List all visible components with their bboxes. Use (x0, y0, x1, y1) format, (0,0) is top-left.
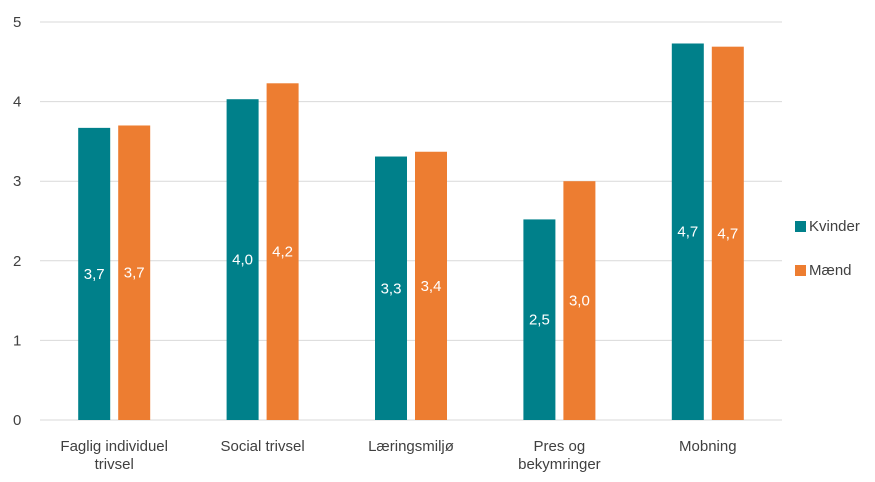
bar (415, 151, 447, 421)
y-axis-ticks: 0 1 2 3 4 5 (13, 14, 21, 429)
bar (118, 125, 151, 420)
y-tick-label: 1 (13, 332, 21, 349)
bar (523, 219, 556, 420)
y-tick-label: 5 (13, 14, 21, 31)
y-tick-label: 3 (13, 173, 21, 190)
data-label: 3,4 (421, 278, 442, 295)
bar (78, 127, 111, 421)
legend-label: Mænd (809, 262, 852, 279)
x-category-label: Læringsmiljø (368, 438, 454, 455)
x-category-label: Social trivsel (220, 438, 304, 455)
data-label: 3,7 (84, 266, 105, 283)
bars (78, 43, 744, 421)
x-category-label: bekymringer (518, 456, 601, 473)
data-label: 4,0 (232, 252, 253, 269)
data-label: 4,2 (272, 244, 293, 261)
data-label: 3,0 (569, 293, 590, 310)
bar (266, 83, 299, 421)
legend-swatch (795, 221, 806, 232)
y-tick-label: 4 (13, 94, 21, 111)
y-tick-label: 2 (13, 253, 21, 270)
x-category-label: Pres og (534, 438, 586, 455)
bar (671, 43, 704, 420)
gridlines (40, 21, 782, 421)
bar (226, 99, 259, 420)
bar (711, 46, 744, 421)
data-label: 2,5 (529, 312, 550, 329)
data-label: 4,7 (677, 224, 698, 241)
y-tick-label: 0 (13, 412, 21, 429)
x-category-label: Faglig individuel (60, 438, 168, 455)
bar (375, 156, 407, 421)
bar (563, 181, 596, 420)
data-labels: 3,7 3,7 4,0 4,2 3,3 3,4 2,5 3,0 4,7 4,7 (84, 224, 738, 329)
data-label: 3,3 (381, 280, 402, 297)
x-category-label: trivsel (95, 456, 134, 473)
legend: Kvinder Mænd (795, 218, 860, 279)
legend-swatch (795, 265, 806, 276)
data-label: 4,7 (717, 225, 738, 242)
data-label: 3,7 (124, 265, 145, 282)
x-category-label: Mobning (679, 438, 737, 455)
legend-label: Kvinder (809, 218, 860, 235)
